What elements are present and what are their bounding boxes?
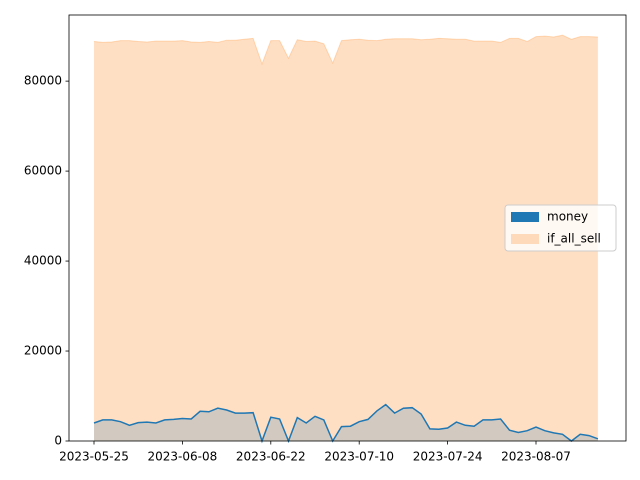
y-tick-label: 80000 [24, 74, 62, 88]
area [94, 404, 598, 441]
area [94, 35, 598, 441]
legend-swatch [511, 234, 539, 244]
x-tick-label: 2023-08-07 [501, 450, 571, 464]
x-tick-label: 2023-06-08 [148, 450, 218, 464]
y-tick-label: 20000 [24, 344, 62, 358]
line [93, 403, 599, 444]
x-tick-label: 2023-07-10 [324, 450, 394, 464]
x-tick-label: 2023-06-22 [236, 450, 306, 464]
line [93, 34, 598, 66]
legend-label: money [547, 210, 588, 224]
y-tick-label: 0 [54, 434, 62, 448]
x-tick-label: 2023-07-24 [413, 450, 483, 464]
x-tick-label: 2023-05-25 [59, 450, 129, 464]
plot-frame [68, 14, 627, 442]
legend-label: if_all_sell [547, 232, 601, 246]
y-tick-label: 60000 [24, 164, 62, 178]
legend-swatch [511, 212, 539, 222]
y-tick-label: 40000 [24, 254, 62, 268]
